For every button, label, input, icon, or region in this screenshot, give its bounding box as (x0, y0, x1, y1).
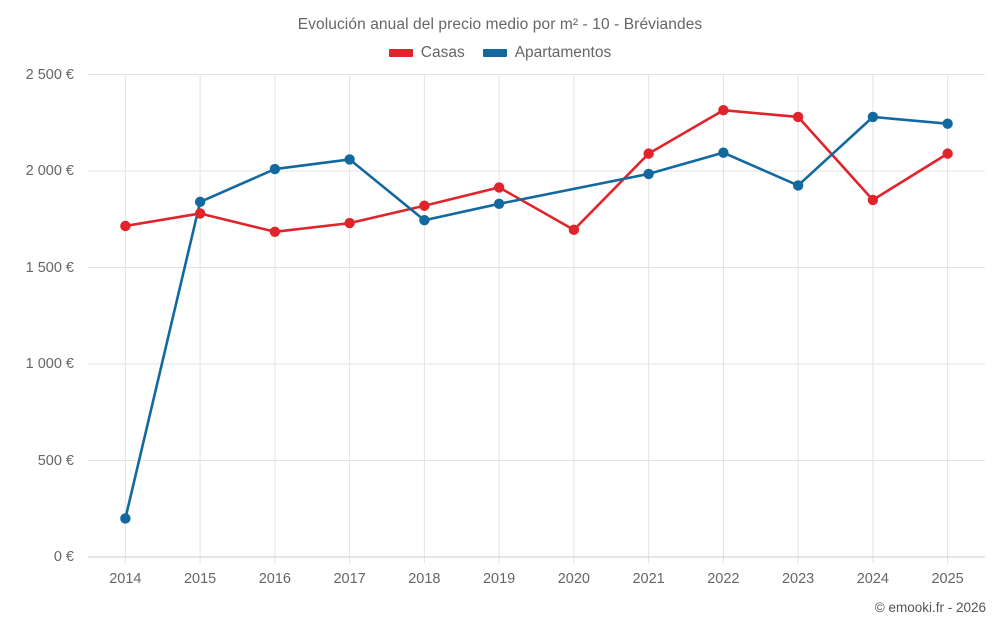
x-tick-label: 2017 (333, 571, 366, 587)
copyright-credit: © emooki.fr - 2026 (874, 600, 986, 615)
x-tick-label: 2016 (258, 571, 292, 587)
legend-swatch-casas (388, 49, 413, 57)
data-point[interactable] (718, 147, 729, 158)
data-point[interactable] (942, 118, 953, 129)
data-point[interactable] (344, 154, 355, 165)
y-tick-label: 1 500 € (25, 259, 74, 276)
x-tick-label: 2015 (183, 571, 217, 587)
y-tick-label: 500 € (37, 452, 74, 469)
x-tick-label: 2021 (632, 571, 665, 587)
x-tick-label: 2023 (781, 571, 815, 587)
series-line-apartamentos (124, 115, 949, 520)
data-point[interactable] (867, 111, 879, 123)
data-point[interactable] (792, 111, 804, 123)
x-tick-label: 2025 (931, 571, 964, 587)
y-tick-label: 2 500 € (25, 66, 74, 83)
data-point[interactable] (718, 105, 729, 116)
data-point[interactable] (269, 226, 281, 237)
x-tick-label: 2020 (557, 571, 591, 587)
y-tick-label: 0 € (53, 549, 74, 565)
x-tick-label: 2018 (408, 571, 441, 587)
data-point[interactable] (120, 513, 131, 524)
legend-item-apartamentos[interactable]: Apartamentos (482, 44, 612, 62)
x-tick-label: 2014 (109, 571, 142, 587)
data-point[interactable] (120, 220, 131, 232)
data-point[interactable] (643, 148, 654, 159)
chart-legend: Casas Apartamentos (0, 44, 1000, 62)
data-point[interactable] (194, 208, 206, 219)
y-tick-label: 2 000 € (25, 163, 74, 179)
data-point[interactable] (643, 168, 654, 180)
x-tick-label: 2024 (856, 571, 890, 587)
legend-label-casas: Casas (420, 44, 465, 61)
legend-item-casas[interactable]: Casas (388, 44, 465, 62)
data-point[interactable] (792, 180, 804, 191)
x-tick-label: 2022 (707, 571, 740, 587)
legend-swatch-apartamentos (482, 49, 507, 57)
chart-title: Evolución anual del precio medio por m² … (297, 16, 703, 33)
data-point[interactable] (493, 198, 505, 210)
series-line-casas (124, 108, 949, 234)
data-point[interactable] (419, 215, 430, 226)
y-tick-label: 1 000 € (25, 356, 74, 372)
data-point[interactable] (419, 200, 430, 211)
x-tick-label: 2019 (482, 571, 516, 587)
data-point[interactable] (269, 163, 281, 175)
data-point[interactable] (344, 217, 355, 229)
data-point[interactable] (568, 224, 580, 236)
legend-label-apartamentos: Apartamentos (514, 44, 612, 61)
data-point[interactable] (194, 196, 206, 208)
data-point[interactable] (942, 148, 953, 159)
data-point[interactable] (867, 194, 879, 206)
data-point[interactable] (493, 182, 505, 193)
